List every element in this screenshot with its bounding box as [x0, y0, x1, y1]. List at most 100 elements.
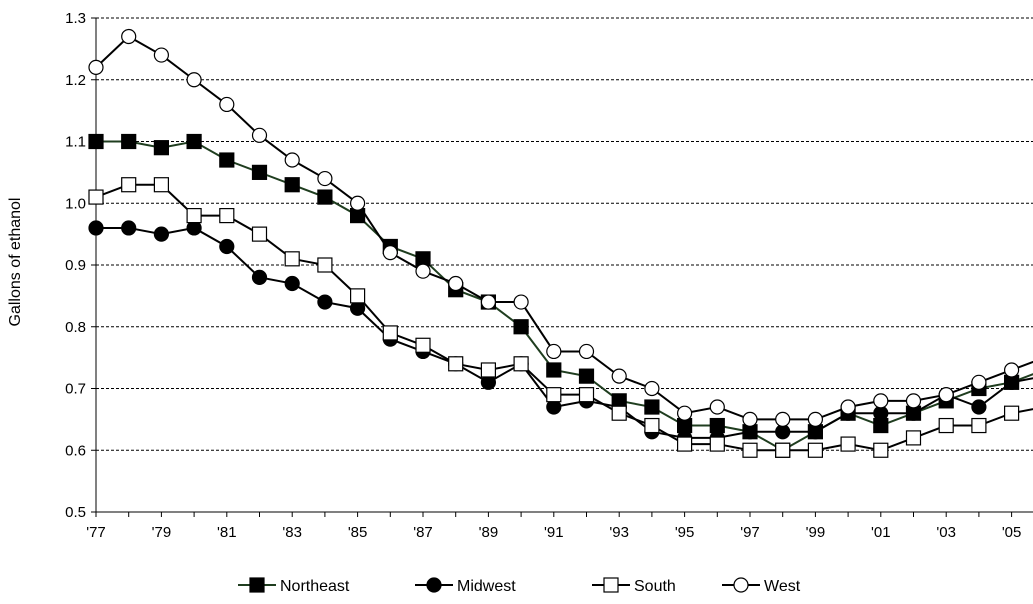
y-tick-label: 1.1 [65, 134, 86, 151]
legend-marker [249, 577, 265, 593]
data-point [611, 368, 627, 384]
data-point [1003, 405, 1020, 421]
x-tick-label: '03 [936, 524, 956, 541]
x-tick-label: '83 [282, 524, 302, 541]
data-point [317, 189, 333, 205]
data-point [284, 177, 300, 193]
legend-label: Midwest [457, 578, 516, 595]
data-point [251, 164, 268, 180]
data-point [121, 177, 137, 193]
legend-marker [733, 577, 749, 593]
data-point [807, 411, 824, 427]
series-line [96, 140, 1033, 452]
x-tick-label: '81 [217, 524, 237, 541]
data-point [676, 436, 693, 452]
data-point [317, 170, 333, 187]
data-point [382, 245, 398, 261]
data-point [775, 442, 791, 458]
legend-item: Northeast [238, 577, 350, 595]
data-point [709, 436, 725, 452]
data-point [121, 28, 137, 45]
data-point [153, 140, 169, 156]
data-point [448, 356, 464, 372]
data-point [88, 220, 104, 236]
x-tick-label: '91 [544, 524, 564, 541]
data-point [186, 72, 202, 88]
data-point [644, 417, 660, 434]
data-point [480, 294, 496, 310]
series-midwest [96, 226, 1033, 439]
series-group [88, 28, 1033, 458]
x-tick-label: '99 [806, 524, 826, 541]
legend-marker [426, 577, 442, 593]
data-point [578, 368, 595, 384]
y-tick-label: 0.8 [65, 319, 86, 336]
markers-midwest [88, 220, 1020, 446]
legend: Northeast Midwest South West [238, 577, 801, 595]
data-point [644, 380, 660, 397]
data-point [676, 405, 693, 421]
data-point [742, 411, 758, 427]
data-point [840, 436, 856, 452]
data-point [905, 393, 922, 409]
data-point [873, 393, 889, 409]
data-point [971, 399, 987, 415]
data-point [251, 269, 268, 285]
data-point [415, 263, 431, 279]
y-tick-label: 1.2 [65, 72, 86, 89]
data-point [186, 133, 202, 150]
markers-west [88, 28, 1020, 427]
data-point [546, 387, 562, 403]
data-point [578, 343, 595, 360]
series-south [95, 183, 1033, 452]
y-tick-label: 0.7 [65, 381, 86, 398]
legend-label: West [764, 578, 801, 595]
x-tick-label: '77 [86, 524, 106, 541]
data-point [284, 251, 300, 267]
x-tick-label: '01 [871, 524, 891, 541]
data-point [578, 387, 595, 403]
data-point [350, 288, 366, 304]
data-point [546, 362, 562, 378]
data-point [480, 362, 496, 378]
data-point [219, 152, 235, 168]
data-point [971, 374, 987, 390]
x-tick-label: '97 [740, 524, 760, 541]
data-point [284, 152, 300, 168]
data-point [251, 127, 268, 143]
data-point [186, 208, 202, 224]
data-point [382, 325, 398, 341]
data-point [317, 294, 333, 310]
gridlines [96, 17, 1033, 451]
x-tick-label: '93 [609, 524, 629, 541]
series-northeast [96, 140, 1033, 452]
data-point [742, 442, 758, 458]
y-tick-label: 0.6 [65, 442, 86, 459]
data-point [938, 387, 954, 403]
data-point [971, 417, 987, 434]
data-point [350, 195, 366, 211]
data-point [219, 208, 235, 224]
series-line [95, 35, 1033, 421]
x-tick-label: '89 [479, 524, 499, 541]
data-point [88, 189, 104, 205]
y-tick-label: 1.3 [65, 10, 86, 27]
data-point [546, 343, 562, 360]
data-point [840, 399, 856, 415]
data-point [644, 399, 660, 415]
data-point [513, 319, 529, 335]
data-point [448, 275, 464, 292]
data-point [153, 177, 169, 193]
data-point [775, 411, 791, 427]
legend-label: South [634, 578, 676, 595]
y-axis-title: Gallons of ethanol [7, 198, 24, 327]
data-point [219, 238, 235, 255]
data-point [709, 399, 725, 415]
y-tick-label: 1.0 [65, 195, 86, 212]
x-tick-label: '87 [413, 524, 433, 541]
data-point [153, 226, 169, 242]
legend-item: South [592, 577, 676, 595]
x-tick-label: '05 [1002, 524, 1022, 541]
data-point [88, 59, 104, 76]
